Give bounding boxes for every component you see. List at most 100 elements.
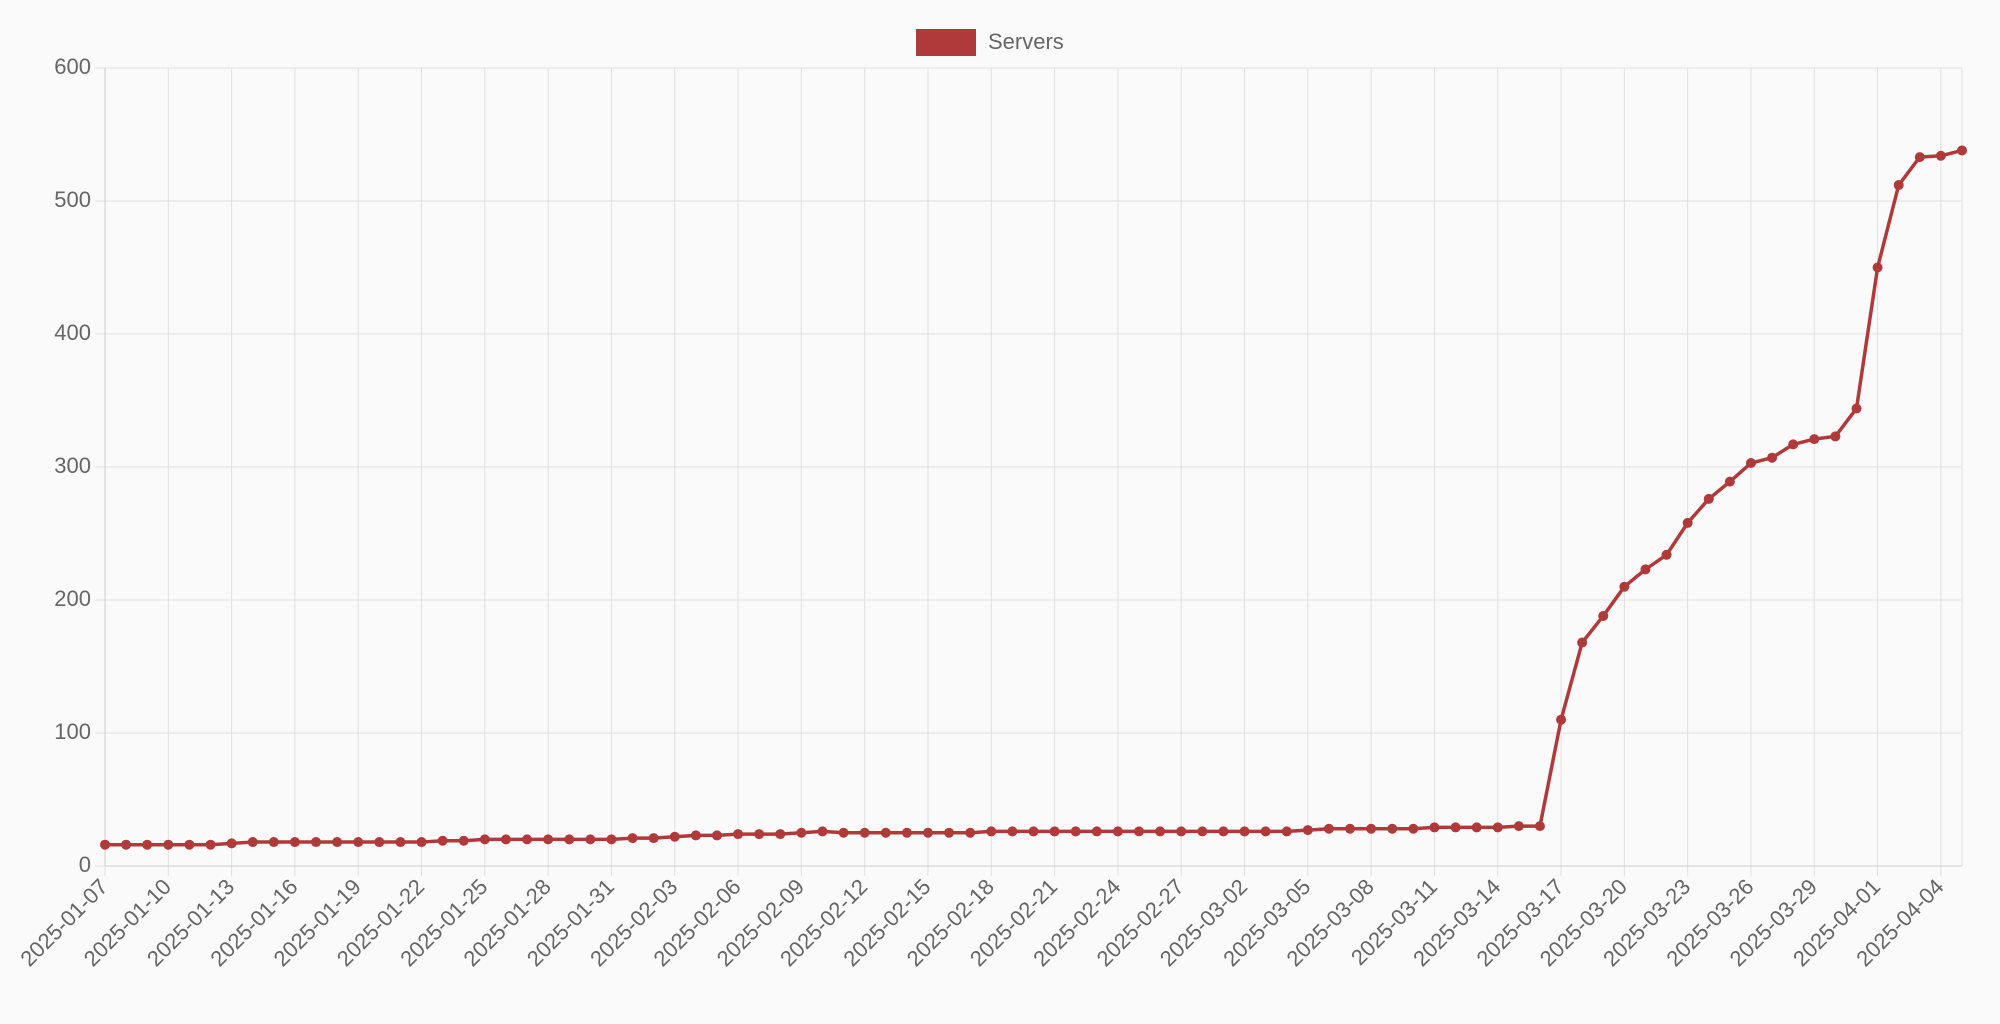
- data-point: [1872, 262, 1883, 273]
- data-point: [374, 837, 385, 848]
- data-point: [479, 834, 490, 845]
- data-point: [205, 839, 216, 850]
- data-point: [1661, 549, 1672, 560]
- data-point: [1197, 826, 1208, 837]
- data-point: [690, 830, 701, 841]
- data-point: [1408, 823, 1419, 834]
- data-point: [796, 827, 807, 838]
- data-point: [1281, 826, 1292, 837]
- data-point: [226, 838, 237, 849]
- data-point: [733, 829, 744, 840]
- data-point: [817, 826, 828, 837]
- y-tick-label: 0: [79, 852, 91, 877]
- data-point: [184, 839, 195, 850]
- data-point: [1302, 825, 1313, 836]
- data-point: [564, 834, 575, 845]
- data-point: [1893, 180, 1904, 191]
- data-point: [859, 827, 870, 838]
- legend-label: Servers: [988, 29, 1064, 54]
- y-tick-label: 300: [54, 453, 91, 478]
- data-point: [416, 837, 427, 848]
- data-point: [1640, 564, 1651, 575]
- data-point: [1703, 493, 1714, 504]
- data-point: [289, 837, 300, 848]
- data-point: [986, 826, 997, 837]
- data-point: [1387, 823, 1398, 834]
- data-point: [395, 837, 406, 848]
- legend-swatch: [916, 29, 976, 56]
- data-point: [1682, 517, 1693, 528]
- data-point: [121, 839, 132, 850]
- y-tick-label: 600: [54, 54, 91, 79]
- data-point: [543, 834, 554, 845]
- data-point: [1957, 145, 1967, 156]
- data-point: [627, 833, 638, 844]
- data-point: [268, 837, 279, 848]
- data-point: [1745, 458, 1756, 469]
- data-point: [585, 834, 596, 845]
- data-point: [1534, 821, 1545, 832]
- data-point: [1070, 826, 1081, 837]
- data-point: [1239, 826, 1250, 837]
- y-tick-label: 100: [54, 719, 91, 744]
- data-point: [522, 834, 533, 845]
- data-point: [247, 837, 258, 848]
- data-point: [1935, 150, 1946, 161]
- data-point: [754, 829, 765, 840]
- data-point: [1155, 826, 1166, 837]
- data-point: [1323, 823, 1334, 834]
- y-tick-label: 400: [54, 320, 91, 345]
- data-point: [1471, 822, 1482, 833]
- data-point: [1218, 826, 1229, 837]
- data-point: [1767, 452, 1778, 463]
- data-point: [1619, 581, 1630, 592]
- data-point: [1914, 152, 1925, 163]
- data-point: [1112, 826, 1123, 837]
- data-point: [669, 831, 680, 842]
- data-point: [1577, 637, 1588, 648]
- data-point: [606, 834, 617, 845]
- data-point: [1598, 610, 1609, 621]
- data-point: [1049, 826, 1060, 837]
- data-point: [1851, 403, 1862, 414]
- data-point: [163, 839, 174, 850]
- data-point: [1724, 476, 1735, 487]
- data-point: [1091, 826, 1102, 837]
- data-point: [142, 839, 153, 850]
- data-point: [775, 829, 786, 840]
- data-point: [1830, 431, 1841, 442]
- series-line: [105, 148, 1963, 847]
- data-point: [458, 835, 469, 846]
- data-point: [648, 833, 659, 844]
- data-point: [1788, 439, 1799, 450]
- data-point: [711, 830, 722, 841]
- data-point: [880, 827, 891, 838]
- data-point: [901, 827, 912, 838]
- data-point: [1366, 823, 1377, 834]
- data-point: [1028, 826, 1039, 837]
- data-point: [922, 827, 933, 838]
- data-point: [1556, 714, 1567, 725]
- data-point: [838, 827, 849, 838]
- data-point: [100, 839, 110, 850]
- data-point: [1134, 826, 1145, 837]
- data-point: [1176, 826, 1187, 837]
- data-point: [1429, 822, 1440, 833]
- data-point: [1007, 826, 1018, 837]
- data-point: [965, 827, 976, 838]
- data-point: [311, 837, 322, 848]
- data-point: [1260, 826, 1271, 837]
- data-point: [500, 834, 511, 845]
- data-point: [1809, 434, 1820, 445]
- data-point: [1450, 822, 1461, 833]
- data-point: [944, 827, 955, 838]
- data-point: [353, 837, 364, 848]
- y-tick-label: 500: [54, 187, 91, 212]
- data-point: [1492, 822, 1503, 833]
- data-point: [437, 835, 448, 846]
- data-point: [1513, 821, 1524, 832]
- y-tick-label: 200: [54, 586, 91, 611]
- data-point: [1345, 823, 1356, 834]
